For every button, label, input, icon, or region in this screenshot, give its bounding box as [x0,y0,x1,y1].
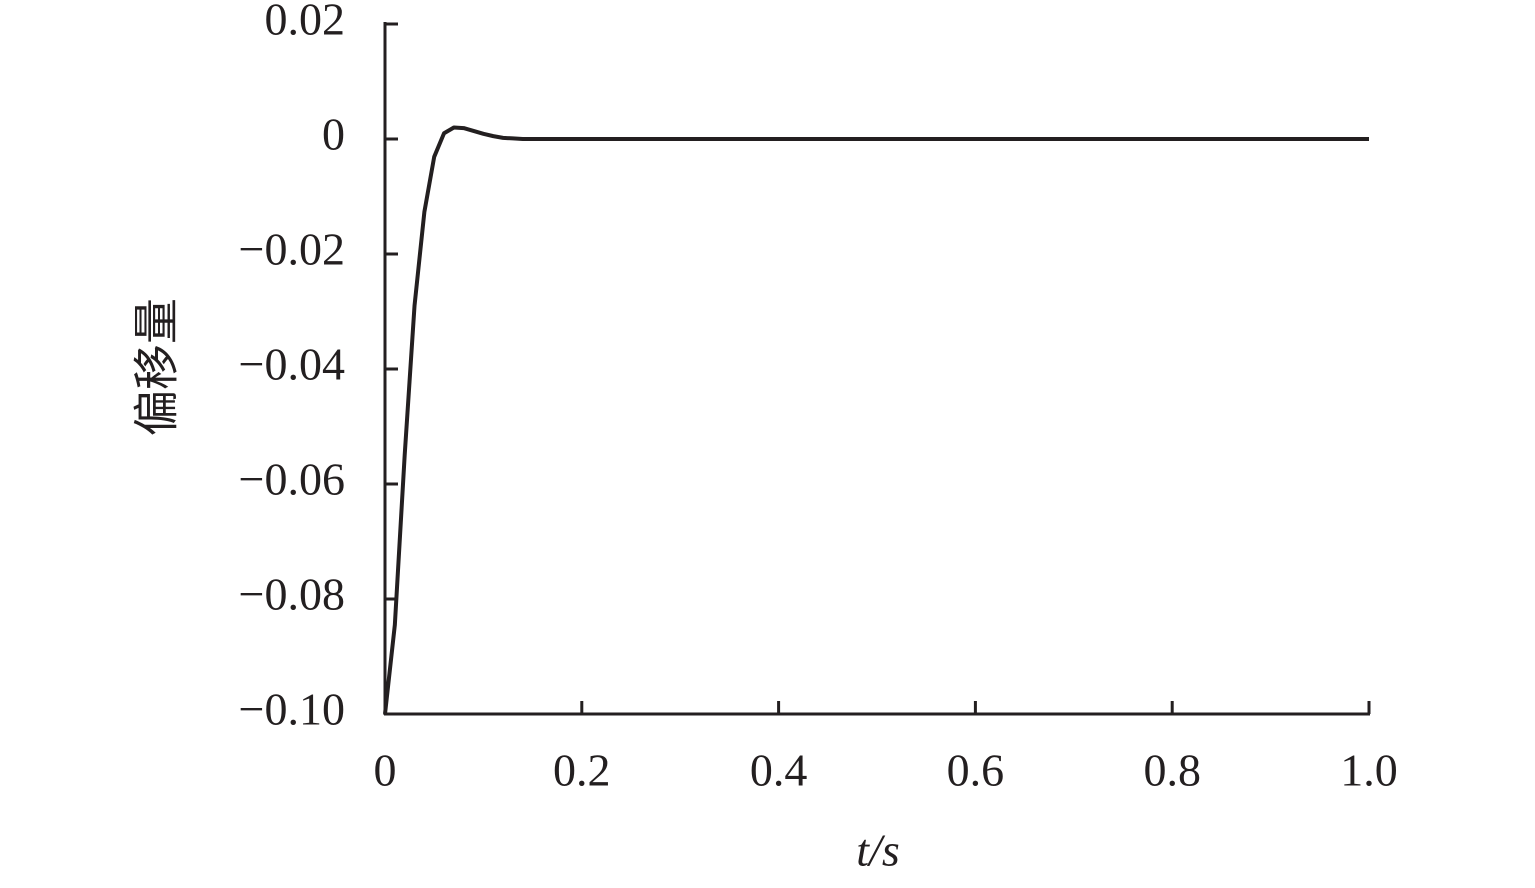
y-tick-label: −0.10 [239,684,345,735]
x-tick-label: 0.4 [750,745,808,796]
x-axis-label: t/s [856,825,899,876]
x-tick-label: 0.6 [947,745,1005,796]
y-tick-label: −0.06 [239,454,345,505]
y-axis-label: 偏移量 [132,298,183,436]
y-tick-label: −0.04 [239,339,345,390]
x-tick-label: 0 [374,745,397,796]
y-tick-label: −0.08 [239,569,345,620]
x-tick-label: 0.2 [553,745,611,796]
data-line [383,125,1369,715]
y-tick-label: 0.02 [265,0,346,45]
y-tick-label: −0.02 [239,224,345,275]
y-tick-label: 0 [322,109,345,160]
x-tick-label: 1.0 [1340,745,1398,796]
x-tick-label: 0.8 [1143,745,1201,796]
